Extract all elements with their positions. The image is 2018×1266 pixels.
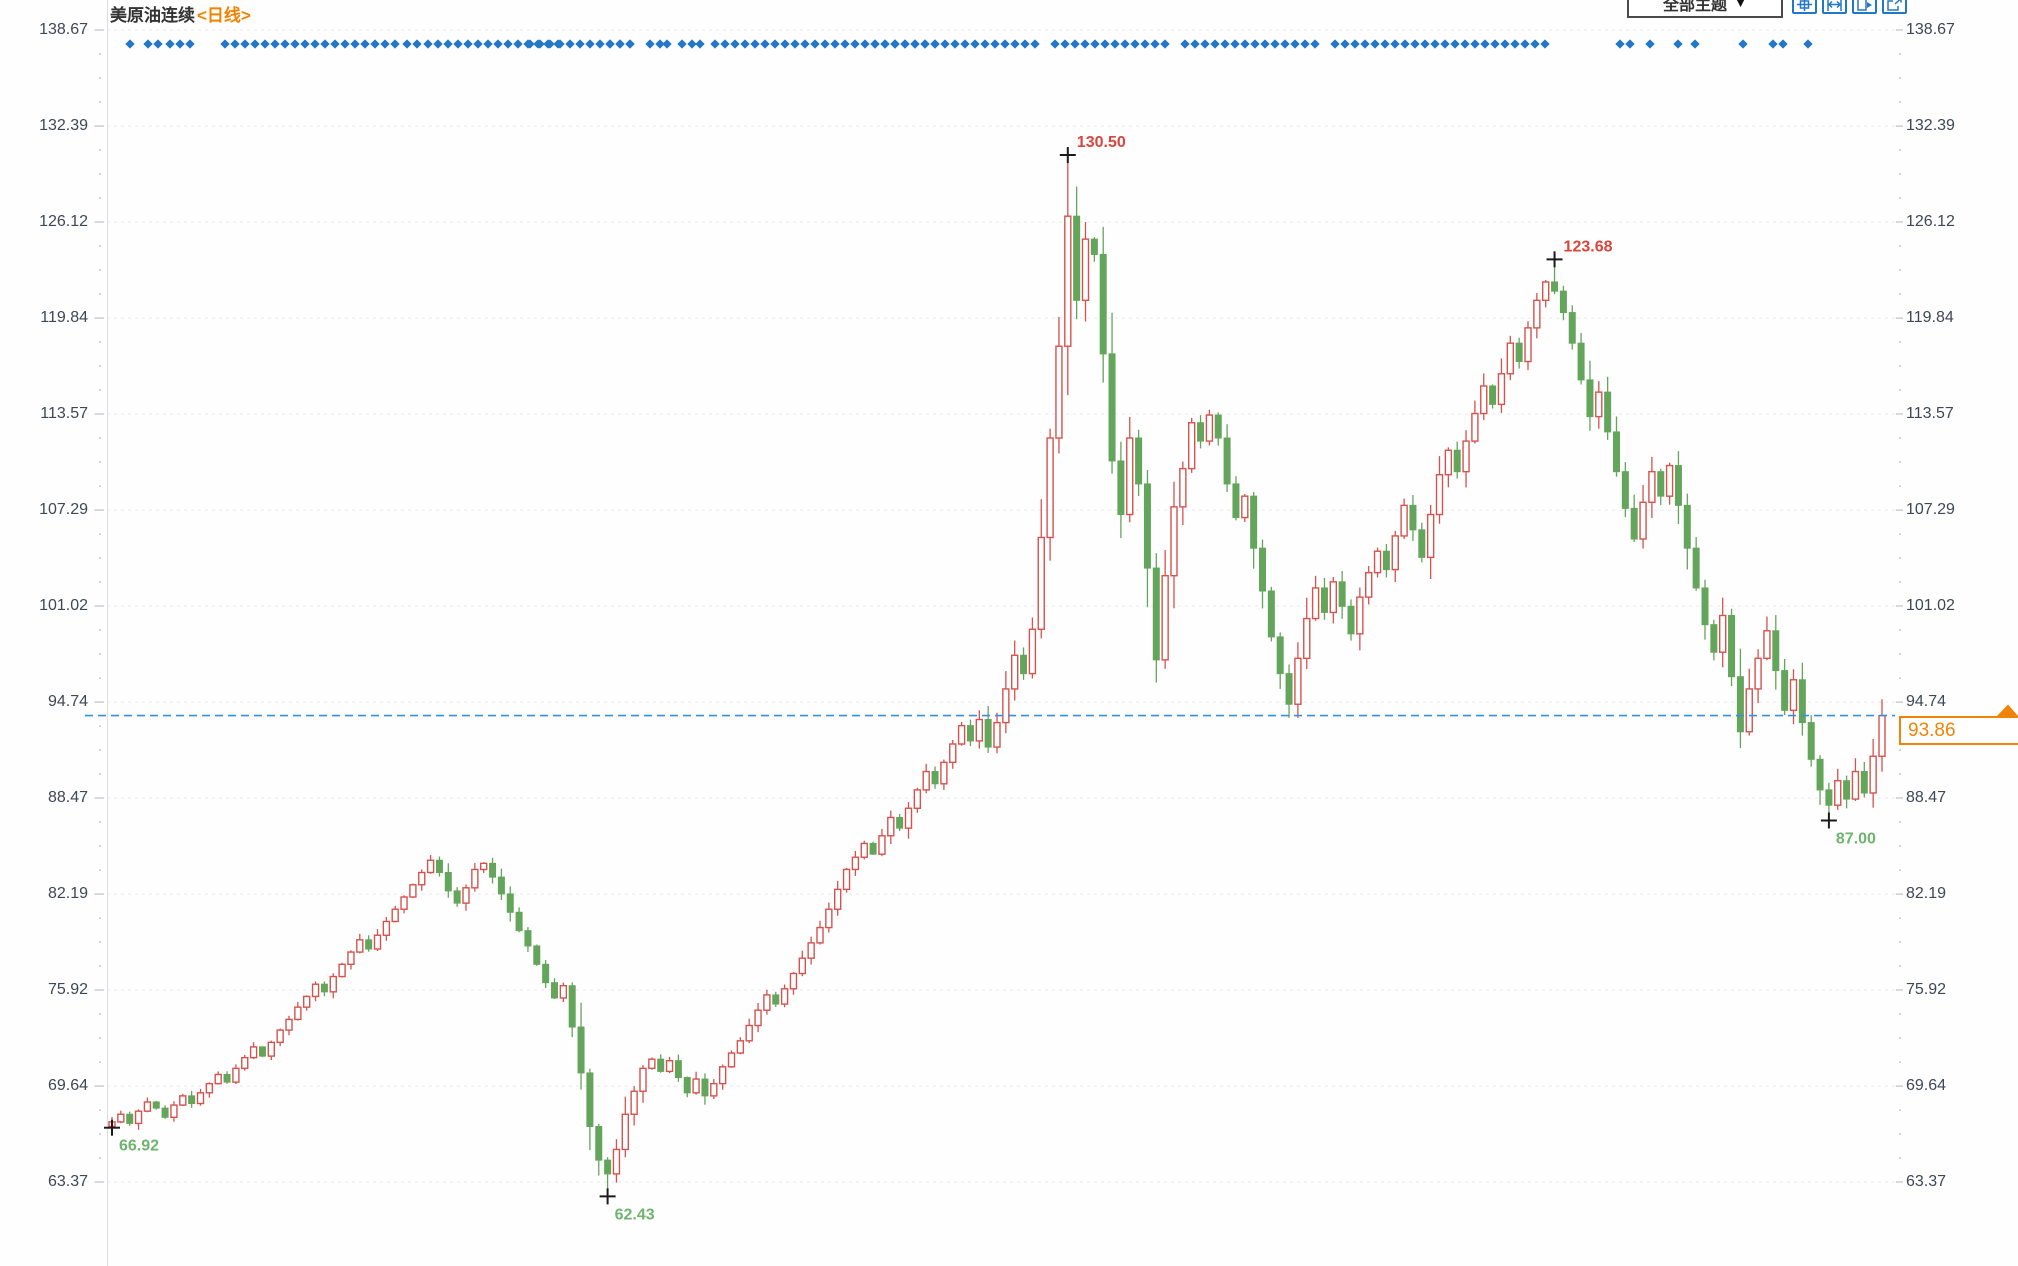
y-axis-label-left: 138.67: [39, 21, 88, 38]
y-axis-label-left: 69.64: [47, 1077, 88, 1095]
y-axis-label-right: 119.84: [1906, 309, 1954, 327]
low-annotation: 87.00: [1836, 830, 1876, 847]
play-forward-button[interactable]: [1852, 0, 1877, 14]
price-up-arrow-icon: [1997, 704, 2018, 717]
export-button[interactable]: [1882, 0, 1907, 14]
y-axis-label-right: 63.37: [1906, 1173, 1947, 1190]
chart-toolbar: [1792, 0, 1907, 14]
y-axis-label-right: 101.02: [1906, 597, 1955, 614]
extreme-annotations: 66.92 62.43 130.50 123.68 87.00: [104, 134, 1876, 1223]
event-marker-dots: [125, 39, 1813, 49]
y-axis-label-right: 107.29: [1906, 501, 1955, 519]
last-price-tag: 93.86: [1899, 716, 2018, 745]
y-axis-label-left: 132.39: [39, 117, 88, 135]
y-axis-label-left: 75.92: [47, 981, 88, 998]
y-axis-label-right: 138.67: [1906, 21, 1955, 38]
theme-dropdown-button[interactable]: 全部主题 ▼: [1627, 0, 1783, 18]
y-axis-label-left: 88.47: [47, 789, 88, 806]
y-axis-label-right: 126.12: [1906, 213, 1955, 230]
play-forward-icon: [1857, 0, 1872, 11]
fit-width-icon: [1827, 0, 1842, 11]
export-icon: [1887, 0, 1902, 11]
chevron-down-icon: ▼: [1734, 0, 1747, 10]
y-axis-label-left: 113.57: [40, 405, 88, 422]
y-axis-label-left: 119.84: [40, 309, 88, 327]
candlestick-series[interactable]: [108, 154, 1886, 1197]
current-price-line: [85, 704, 2018, 717]
y-axis-label-right: 82.19: [1906, 885, 1947, 903]
grid-and-axes: [86, 0, 1903, 1266]
low-annotation: 62.43: [615, 1206, 655, 1223]
period-label: <日线>: [197, 6, 251, 25]
y-axis-label-left: 107.29: [39, 501, 88, 519]
y-axis-label-right: 94.74: [1906, 693, 1947, 711]
y-axis-label-right: 88.47: [1906, 789, 1947, 806]
y-axis-label-left: 63.37: [47, 1173, 88, 1190]
y-axis-label-right: 75.92: [1906, 981, 1947, 998]
y-axis-label-right: 113.57: [1906, 405, 1954, 422]
y-axis-label-left: 82.19: [47, 885, 88, 903]
y-axis-label-left: 101.02: [39, 597, 88, 614]
y-axis-label-left: 94.74: [47, 693, 88, 711]
crosshair-button[interactable]: [1792, 0, 1817, 14]
chart-title-bar: 美原油连续 <日线>: [110, 1, 251, 26]
fit-width-button[interactable]: [1822, 0, 1847, 14]
y-axis-label-left: 126.12: [39, 213, 88, 230]
y-axis-label-right: 69.64: [1906, 1077, 1947, 1095]
low-annotation: 66.92: [119, 1138, 159, 1155]
y-axis-label-right: 132.39: [1906, 117, 1955, 135]
crosshair-icon: [1797, 0, 1812, 11]
instrument-title: 美原油连续: [110, 6, 195, 25]
high-annotation: 130.50: [1077, 134, 1126, 151]
high-annotation: 123.68: [1564, 238, 1613, 255]
theme-dropdown-label: 全部主题: [1663, 0, 1728, 14]
